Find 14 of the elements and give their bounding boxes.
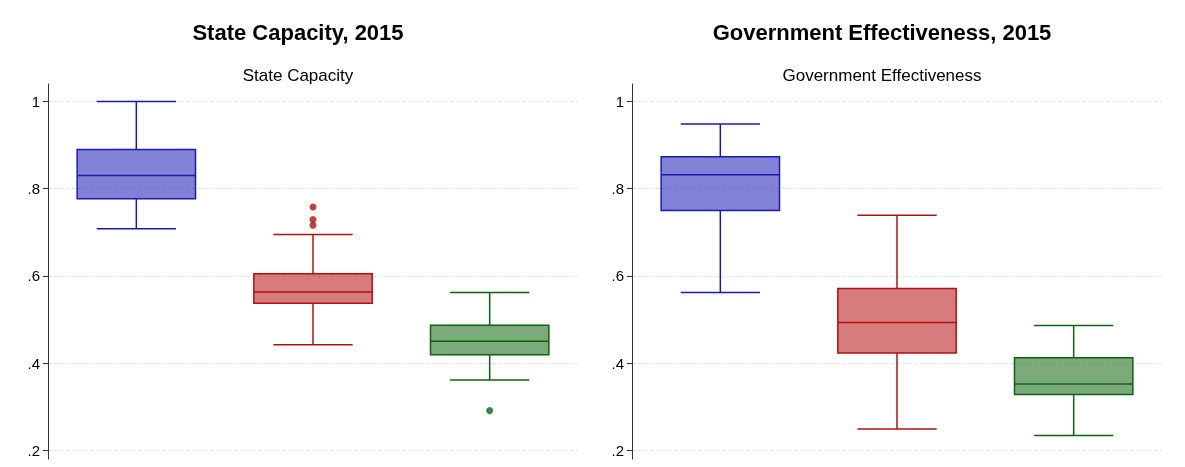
y-tick-label: .6 [611, 267, 624, 285]
y-tick-label: .8 [611, 180, 624, 198]
y-tick-label: .4 [611, 354, 624, 372]
y-tick-label: .2 [27, 441, 40, 459]
y-tick-label: 1 [31, 92, 40, 110]
y-tick-label: .6 [27, 267, 40, 285]
y-tick-label: .4 [27, 354, 40, 372]
y-tick-label: .2 [611, 441, 624, 459]
y-tick-label: .8 [27, 180, 40, 198]
chart-subtitle: Government Effectiveness [782, 66, 982, 85]
y-tick-label: 1 [615, 92, 624, 110]
chart-subtitle: State Capacity [242, 66, 354, 85]
chart-title: Government Effectiveness, 2015 [712, 19, 1052, 45]
chart-title: State Capacity, 2015 [192, 19, 404, 45]
